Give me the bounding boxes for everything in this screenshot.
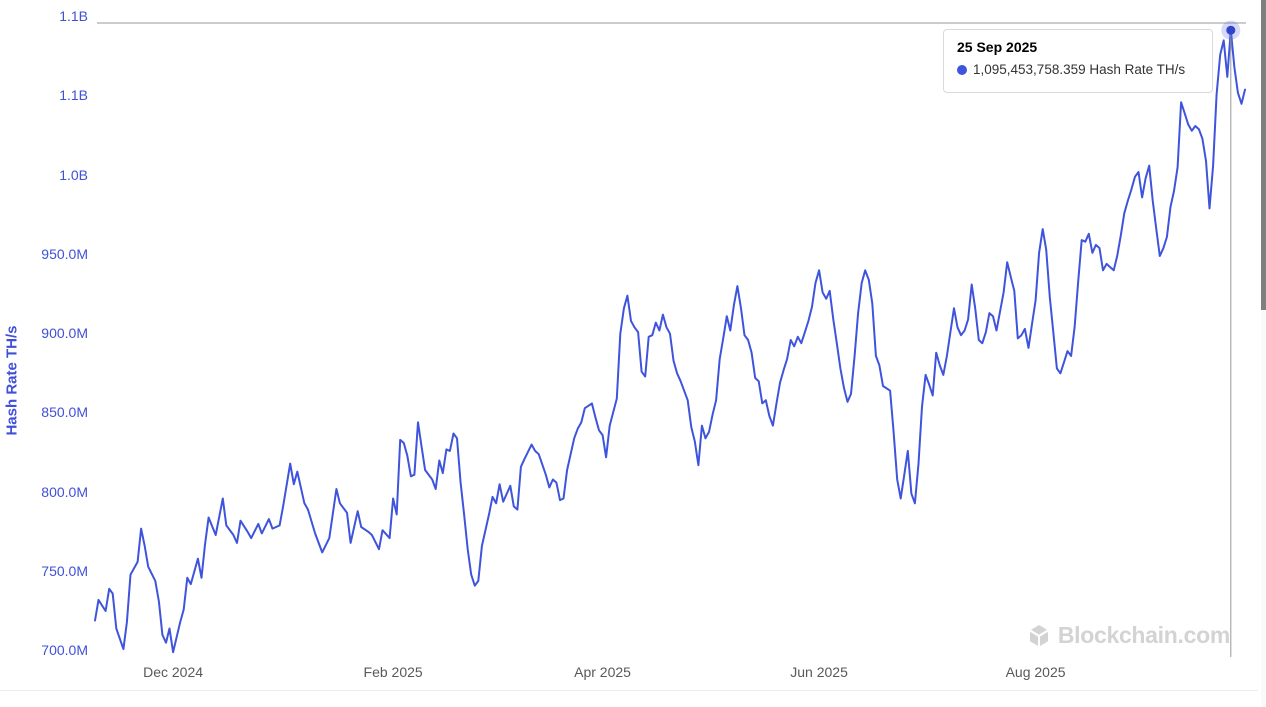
y-tick-label: 700.0M <box>41 642 88 658</box>
y-tick-label: 900.0M <box>41 325 88 341</box>
y-tick-label: 1.1B <box>59 8 88 24</box>
y-tick-label: 800.0M <box>41 483 88 500</box>
watermark-text: Blockchain.com <box>1057 622 1230 648</box>
x-tick-label: Dec 2024 <box>143 664 204 680</box>
blockchain-logo-icon <box>1029 624 1048 646</box>
tooltip-value: 1,095,453,758.359 Hash Rate TH/s <box>973 62 1186 77</box>
watermark: Blockchain.com <box>1027 622 1230 649</box>
x-tick-label: Feb 2025 <box>363 664 423 680</box>
scrollbar-thumb[interactable] <box>1261 0 1266 310</box>
y-tick-label: 850.0M <box>41 404 88 421</box>
x-tick-label: Jun 2025 <box>790 664 848 680</box>
hover-marker-dot <box>1226 25 1236 35</box>
y-tick-label: 1.0B <box>59 166 88 183</box>
tooltip-date: 25 Sep 2025 <box>957 39 1038 55</box>
scrollbar-track[interactable] <box>1261 0 1266 707</box>
x-tick-label: Aug 2025 <box>1005 664 1066 680</box>
y-tick-label: 750.0M <box>41 562 88 579</box>
series-dot-icon <box>957 64 967 75</box>
y-tick-label: 1.1B <box>59 87 88 104</box>
y-tick-label: 950.0M <box>41 245 88 262</box>
bottom-divider <box>0 690 1258 691</box>
chart-tooltip: 25 Sep 2025 1,095,453,758.359 Hash Rate … <box>943 29 1213 93</box>
x-tick-label: Apr 2025 <box>574 664 631 680</box>
hashrate-line-series <box>94 29 1246 654</box>
